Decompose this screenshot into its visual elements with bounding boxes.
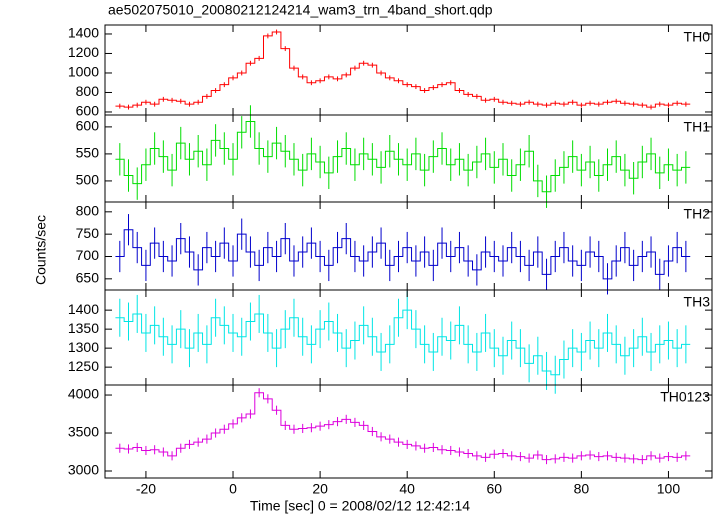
x-tick-label: 20	[312, 481, 328, 497]
y-tick-label: 4000	[68, 386, 99, 402]
y-tick-label: 600	[76, 118, 100, 134]
y-tick-label: 1400	[68, 25, 99, 41]
x-tick-label: 40	[399, 481, 415, 497]
chart-title: ae502075010_20080212124214_wam3_trn_4ban…	[108, 2, 493, 18]
step-line	[115, 392, 691, 461]
panel-frame	[104, 289, 713, 386]
y-tick-label: 750	[76, 225, 100, 241]
y-tick-label: 3500	[68, 424, 99, 440]
panel-label: TH3	[684, 294, 711, 310]
y-tick-label: 3000	[68, 462, 99, 478]
x-tick-label: 80	[574, 481, 590, 497]
y-tick-label: 800	[76, 203, 100, 219]
x-tick-label: -20	[136, 481, 156, 497]
panel-label: TH0123	[660, 389, 710, 405]
y-tick-label: 1250	[68, 358, 99, 374]
y-tick-label: 650	[76, 270, 100, 286]
y-tick-label: 800	[76, 83, 100, 99]
y-tick-label: 1200	[68, 44, 99, 60]
x-axis-label: Time [sec] 0 = 2008/02/12 12:42:14	[250, 498, 470, 514]
y-tick-label: 1350	[68, 320, 99, 336]
y-tick-label: 1000	[68, 64, 99, 80]
step-line	[115, 120, 691, 193]
y-tick-label: 550	[76, 145, 100, 161]
y-tick-label: 1400	[68, 301, 99, 317]
y-tick-label: 500	[76, 172, 100, 188]
panel-label: TH2	[684, 206, 711, 222]
y-axis-label: Counts/sec	[33, 215, 49, 285]
panel-frame	[104, 201, 713, 291]
panel-label: TH1	[684, 119, 711, 135]
step-line	[115, 229, 691, 280]
y-tick-label: 700	[76, 247, 100, 263]
y-tick-label: 600	[76, 103, 100, 119]
step-line	[115, 309, 691, 376]
step-line	[115, 31, 691, 108]
panel-label: TH0	[684, 29, 711, 45]
x-tick-label: 60	[486, 481, 502, 497]
y-tick-label: 1300	[68, 339, 99, 355]
panel-frame	[104, 384, 713, 479]
x-tick-label: 100	[657, 481, 681, 497]
x-tick-label: 0	[229, 481, 237, 497]
